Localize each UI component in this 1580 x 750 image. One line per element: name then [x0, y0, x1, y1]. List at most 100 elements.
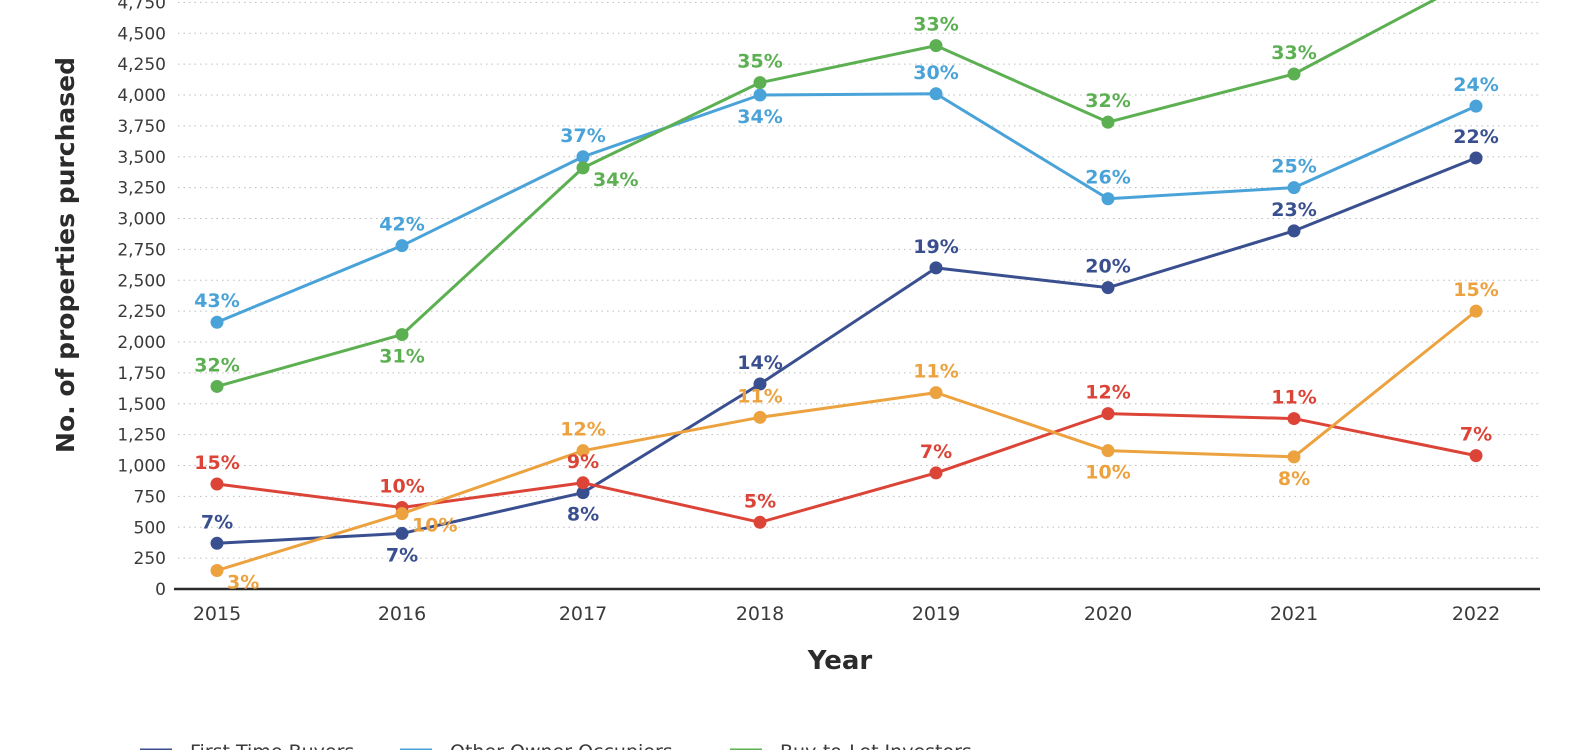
y-tick-label: 1,250 — [117, 426, 166, 446]
data-label: 9% — [567, 451, 599, 473]
y-tick-label: 4,500 — [117, 24, 166, 44]
x-tick-label: 2017 — [559, 603, 607, 625]
data-label: 8% — [1278, 468, 1310, 490]
data-label: 11% — [913, 361, 958, 383]
data-label: 12% — [1085, 382, 1130, 404]
data-label: 12% — [560, 419, 605, 441]
y-tick-label: 3,500 — [117, 148, 166, 168]
data-point — [210, 563, 224, 577]
y-tick-label: 2,250 — [117, 302, 166, 322]
data-label: 34% — [737, 106, 782, 128]
data-point — [1469, 304, 1483, 318]
series-lines — [216, 0, 1477, 572]
data-point — [576, 150, 590, 164]
data-label: 15% — [194, 452, 239, 474]
x-axis-ticks: 2015 2016 2017 2018 2019 2020 2021 2022 — [193, 603, 1500, 625]
data-label: 8% — [567, 504, 599, 526]
data-point — [1287, 224, 1301, 238]
legend: First Time Buyers Other Owner Occupiers Bu… — [140, 741, 972, 750]
series-line-0 — [216, 156, 1477, 545]
y-tick-label: 4,750 — [117, 0, 166, 13]
data-point — [576, 444, 590, 458]
data-point — [1287, 450, 1301, 464]
x-tick-label: 2021 — [1270, 603, 1318, 625]
data-point — [929, 87, 943, 101]
data-point — [576, 486, 590, 500]
data-point — [1469, 151, 1483, 165]
y-tick-label: 2,000 — [117, 333, 166, 353]
data-label: 32% — [1085, 90, 1130, 112]
data-label: 33% — [1271, 42, 1316, 64]
data-point — [753, 76, 767, 90]
data-point — [576, 161, 590, 175]
data-point — [395, 239, 409, 253]
y-tick-label: 3,000 — [117, 210, 166, 230]
data-label: 33% — [913, 14, 958, 36]
data-label: 26% — [1085, 167, 1130, 189]
y-tick-label: 3,250 — [117, 179, 166, 199]
data-point — [753, 515, 767, 529]
data-label: 19% — [913, 236, 958, 258]
y-tick-label: 1,500 — [117, 395, 166, 415]
x-tick-label: 2018 — [736, 603, 784, 625]
data-point — [395, 526, 409, 540]
data-label: 24% — [1453, 74, 1498, 96]
data-label: 7% — [920, 441, 952, 463]
data-point — [1469, 99, 1483, 113]
data-point — [1101, 281, 1115, 295]
x-tick-label: 2020 — [1084, 603, 1132, 625]
y-tick-label: 4,000 — [117, 86, 166, 106]
data-point — [929, 261, 943, 275]
y-tick-label: 1,750 — [117, 364, 166, 384]
data-label: 11% — [1271, 387, 1316, 409]
data-label: 42% — [379, 214, 424, 236]
x-tick-label: 2016 — [378, 603, 426, 625]
data-label: 34% — [593, 169, 638, 191]
x-tick-label: 2015 — [193, 603, 241, 625]
data-point — [1287, 181, 1301, 195]
data-point — [1101, 444, 1115, 458]
series-points — [210, 39, 1483, 577]
data-point — [753, 410, 767, 424]
y-tick-label: 250 — [134, 549, 166, 569]
data-label: 22% — [1453, 126, 1498, 148]
y-tick-label: 1,000 — [117, 457, 166, 477]
data-point — [929, 386, 943, 400]
data-label: 7% — [386, 544, 418, 566]
series-line-2 — [216, 0, 1438, 388]
legend-label: First Time Buyers — [190, 741, 354, 750]
data-label: 20% — [1085, 256, 1130, 278]
data-point — [929, 466, 943, 480]
data-point — [210, 477, 224, 491]
data-label: 3% — [227, 571, 259, 593]
series-line-4 — [216, 309, 1477, 572]
data-point — [1101, 407, 1115, 421]
data-point — [210, 315, 224, 329]
data-point — [753, 377, 767, 391]
data-point — [1287, 412, 1301, 426]
data-labels: 7% 7% 8% 14% 19% 20% 23% 22% 43% 42% 37% 34% 30% 26% 2… — [194, 14, 1498, 594]
data-label: 11% — [737, 385, 782, 407]
data-label: 32% — [194, 354, 239, 376]
data-point — [753, 88, 767, 102]
y-tick-label: 0 — [155, 580, 166, 600]
data-point — [395, 328, 409, 342]
y-tick-label: 2,500 — [117, 271, 166, 291]
x-tick-label: 2022 — [1452, 603, 1500, 625]
data-label: 14% — [737, 352, 782, 374]
y-tick-label: 500 — [134, 518, 166, 538]
data-label: 35% — [737, 51, 782, 73]
x-axis-title: Year — [807, 646, 873, 676]
y-tick-label: 4,250 — [117, 55, 166, 75]
y-axis-title: No. of properties purchased — [51, 57, 80, 453]
data-point — [210, 536, 224, 550]
data-point — [1287, 67, 1301, 81]
data-label: 7% — [201, 511, 233, 533]
y-tick-label: 750 — [134, 487, 166, 507]
series-line-1 — [216, 92, 1477, 324]
legend-label: Other Owner Occupiers — [450, 741, 673, 750]
data-point — [395, 507, 409, 521]
data-point — [929, 39, 943, 53]
data-point — [1469, 449, 1483, 463]
